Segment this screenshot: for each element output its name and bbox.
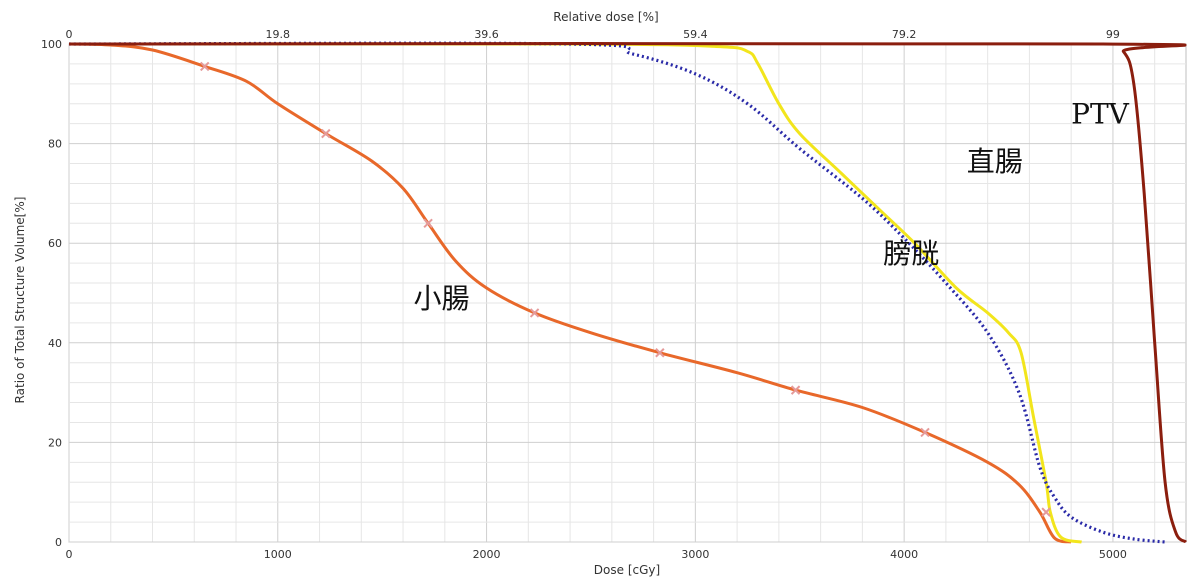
x2-tick-label: 59.4 — [683, 28, 708, 41]
curve-label: 直腸 — [967, 145, 1023, 178]
series-lines — [68, 41, 1188, 544]
series-markers — [200, 61, 1051, 517]
x-tick-label: 3000 — [681, 548, 709, 561]
y-tick-label: 20 — [48, 436, 62, 449]
y-tick-label: 80 — [48, 138, 62, 151]
x2-tick-label: 0 — [66, 28, 73, 41]
series-marker — [1041, 507, 1051, 517]
series-marker — [920, 427, 930, 438]
series-marker — [790, 385, 801, 395]
y-axis-title: Ratio of Total Structure Volume[%] — [13, 197, 27, 404]
series-marker — [655, 348, 665, 358]
curve-label: PTV — [1071, 98, 1130, 131]
x-tick-label: 2000 — [473, 548, 501, 561]
series-marker — [321, 128, 331, 139]
x2-tick-label: 99 — [1106, 28, 1120, 41]
curve-label: 小腸 — [413, 282, 469, 315]
y-tick-label: 0 — [55, 536, 62, 549]
y-tick-label: 100 — [41, 38, 62, 51]
x2-tick-label: 79.2 — [892, 28, 917, 41]
x-tick-label: 5000 — [1099, 548, 1127, 561]
y-tick-label: 40 — [48, 337, 62, 350]
x2-tick-label: 39.6 — [474, 28, 499, 41]
x-axis-title: Dose [cGy] — [594, 563, 660, 577]
series-marker — [200, 61, 210, 72]
x-tick-label: 0 — [66, 548, 73, 561]
series-marker — [529, 308, 540, 318]
x2-axis-title: Relative dose [%] — [553, 10, 658, 24]
plot-area — [68, 43, 1187, 543]
x2-tick-label: 19.8 — [266, 28, 291, 41]
series-line — [68, 42, 1072, 544]
series-line — [68, 41, 1188, 544]
x-tick-label: 1000 — [264, 548, 292, 561]
series-line — [68, 42, 1082, 544]
y-tick-label: 60 — [48, 237, 62, 250]
curve-label: 膀胱 — [883, 237, 939, 270]
x-tick-label: 4000 — [890, 548, 918, 561]
series-marker — [423, 218, 433, 228]
